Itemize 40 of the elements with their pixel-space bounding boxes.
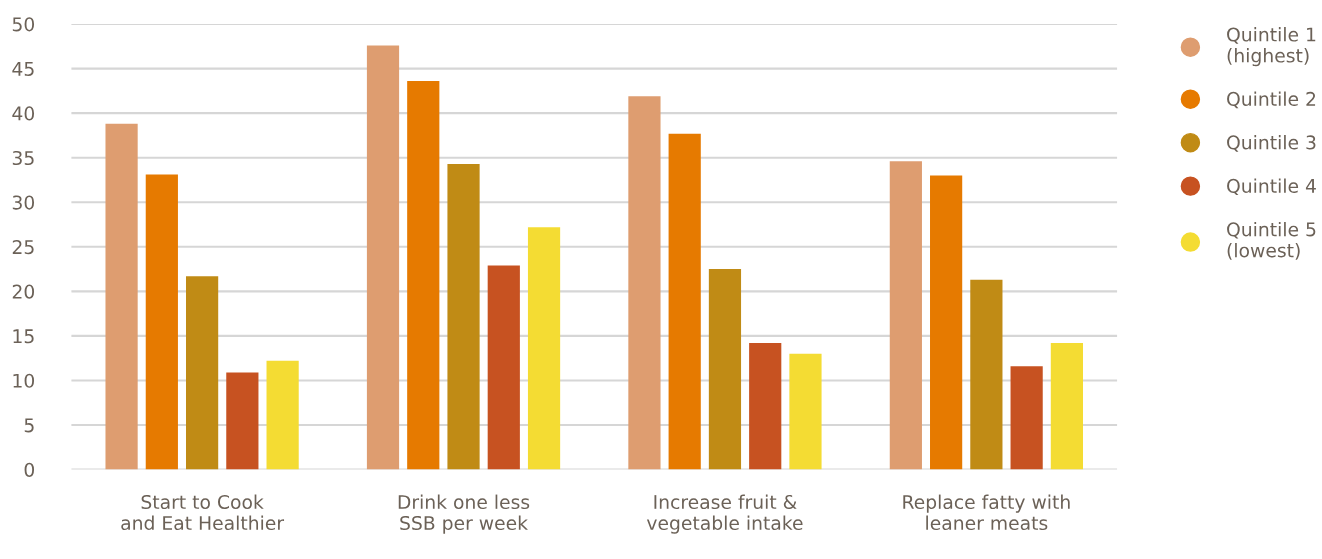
- y-tick-label: 0: [24, 462, 35, 477]
- legend-label: Quintile 1 (highest): [1227, 27, 1316, 67]
- bar: [930, 175, 963, 470]
- x-tick-label: Drink one less SSB per week: [398, 494, 530, 534]
- legend-label: Quintile 4: [1227, 178, 1316, 196]
- y-tick-label: 15: [13, 329, 34, 344]
- legend-label: Quintile 3: [1227, 135, 1316, 152]
- bar: [628, 96, 661, 470]
- bar: [889, 161, 922, 470]
- bar: [487, 265, 520, 470]
- bar: [266, 360, 299, 470]
- y-tick-label: 40: [12, 106, 35, 121]
- bar: [527, 227, 561, 470]
- x-tick-label: Increase fruit & vegetable intake: [646, 494, 803, 534]
- bar: [1050, 343, 1083, 470]
- bar: [970, 279, 1003, 470]
- y-tick-label: 5: [24, 418, 34, 433]
- x-tick-label: Start to Cook and Eat Healthier: [121, 494, 285, 531]
- y-tick-label: 50: [12, 17, 35, 32]
- bar: [407, 81, 440, 470]
- y-tick-label: 10: [13, 373, 35, 388]
- bar: [1010, 366, 1043, 470]
- bar: [789, 353, 822, 470]
- y-tick-label: 45: [12, 62, 34, 76]
- bar: [186, 276, 219, 470]
- bar: [105, 123, 138, 470]
- y-tick-label: 25: [12, 240, 34, 255]
- x-tick-label: Replace fatty with leaner meats: [903, 494, 1070, 531]
- y-tick-label: 30: [12, 195, 35, 210]
- y-tick-label: 35: [12, 150, 34, 166]
- y-tick-label: 20: [12, 284, 35, 299]
- bar: [366, 45, 400, 470]
- bar: [447, 163, 480, 470]
- legend-label: Quintile 5 (lowest): [1227, 221, 1316, 260]
- bar: [668, 133, 701, 470]
- legend-label: Quintile 2: [1227, 91, 1316, 109]
- bar: [226, 372, 259, 470]
- bar: [749, 343, 782, 470]
- bar: [145, 174, 178, 470]
- bar: [708, 269, 742, 470]
